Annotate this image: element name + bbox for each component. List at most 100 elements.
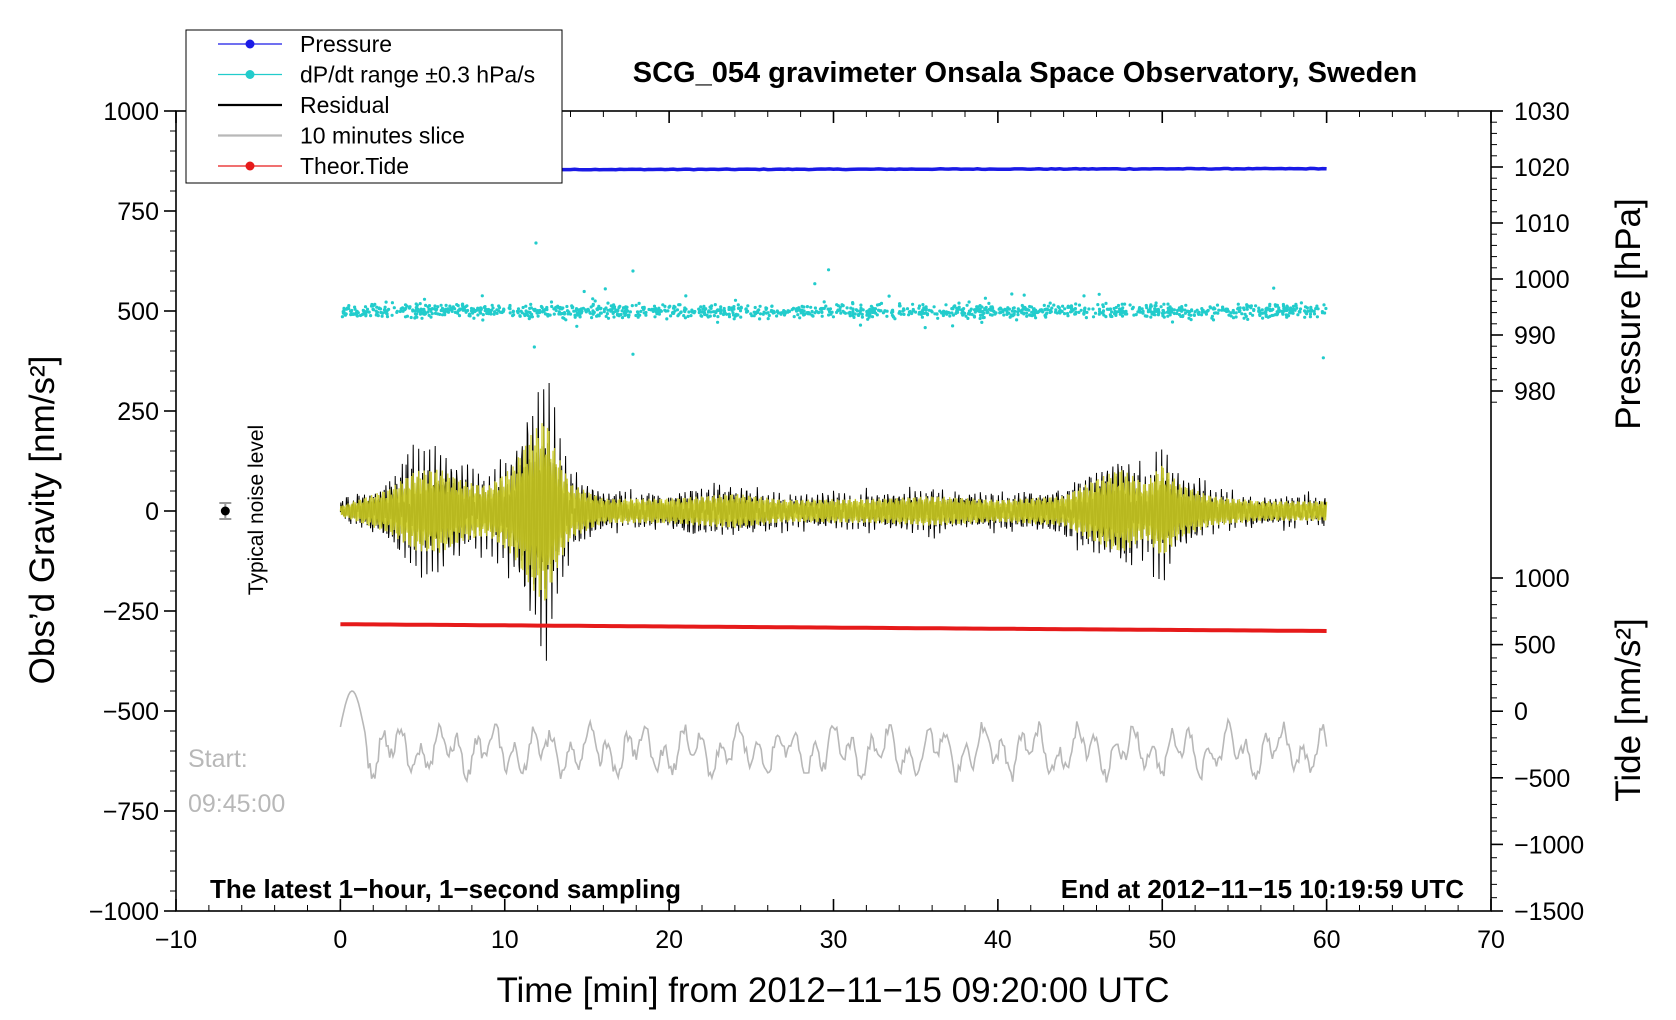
dpdt-point: [887, 294, 891, 298]
dpdt-point: [1044, 315, 1048, 319]
dpdt-point: [420, 310, 424, 315]
dpdt-point: [573, 313, 577, 317]
dpdt-point: [749, 312, 753, 316]
dpdt-point: [883, 309, 887, 313]
dpdt-point: [736, 303, 740, 307]
dpdt-point: [1165, 310, 1169, 314]
dpdt-point: [1022, 307, 1026, 311]
dpdt-point: [663, 304, 667, 308]
dpdt-point: [1242, 306, 1246, 310]
dpdt-point: [732, 317, 736, 321]
dpdt-point: [1042, 303, 1046, 307]
start-time: 09:45:00: [188, 790, 285, 818]
dpdt-point: [401, 306, 405, 310]
noise-marker: [219, 502, 232, 520]
dpdt-point: [736, 306, 741, 310]
dpdt-point: [1077, 310, 1081, 314]
dpdt-point: [473, 309, 477, 314]
dpdt-point: [921, 309, 925, 313]
dpdt-point: [1116, 303, 1121, 308]
dpdt-point: [618, 304, 622, 308]
dpdt-point: [998, 311, 1002, 315]
dpdt-point: [638, 313, 642, 317]
dpdt-point: [865, 309, 869, 314]
dpdt-point: [1281, 311, 1285, 315]
dpdt-point: [732, 307, 736, 311]
dpdt-point: [495, 311, 499, 315]
pressure-tick-label: 1020: [1514, 154, 1570, 182]
dpdt-point: [466, 308, 470, 313]
dpdt-point: [873, 307, 878, 311]
dpdt-point: [1260, 308, 1264, 312]
dpdt-point: [481, 318, 485, 322]
dpdt-point: [1281, 302, 1285, 307]
theoretical-tide-line: [340, 622, 1327, 633]
dpdt-point: [603, 287, 607, 291]
dpdt-point: [1157, 311, 1161, 315]
dpdt-point: [1245, 303, 1249, 307]
dpdt-point: [1123, 312, 1127, 316]
dpdt-point: [1162, 311, 1166, 315]
legend-label: Theor.Tide: [300, 153, 409, 179]
dpdt-point: [764, 306, 768, 310]
dpdt-point: [628, 310, 633, 314]
dpdt-point: [578, 315, 582, 319]
dpdt-point: [991, 309, 996, 313]
dpdt-point: [463, 308, 467, 312]
dpdt-point: [805, 305, 810, 309]
dpdt-point: [340, 315, 344, 319]
dpdt-point: [1296, 313, 1300, 317]
dpdt-point: [709, 306, 713, 310]
dpdt-point: [682, 314, 686, 318]
dpdt-point: [731, 313, 736, 317]
dpdt-point: [1244, 314, 1248, 318]
dpdt-point: [528, 306, 532, 310]
dpdt-point: [1050, 306, 1054, 310]
dpdt-point: [905, 307, 910, 311]
dpdt-point: [709, 310, 713, 314]
dpdt-point: [811, 314, 815, 318]
dpdt-point: [1062, 312, 1067, 316]
dpdt-point: [826, 307, 830, 311]
dpdt-point: [1043, 308, 1047, 312]
dpdt-point: [1149, 310, 1153, 314]
dpdt-point: [440, 313, 445, 317]
x-tick-label: −10: [155, 926, 197, 954]
dpdt-outlier: [532, 345, 536, 349]
dpdt-point: [1291, 304, 1296, 308]
dpdt-point: [1060, 309, 1064, 313]
dpdt-point: [483, 305, 487, 309]
dpdt-point: [669, 314, 673, 318]
dpdt-point: [911, 309, 916, 313]
dpdt-point: [602, 310, 606, 314]
dpdt-point: [972, 314, 976, 318]
dpdt-point: [588, 311, 592, 315]
dpdt-point: [1187, 312, 1191, 317]
dpdt-point: [1226, 309, 1230, 313]
dpdt-point: [1063, 307, 1067, 311]
x-axis-label: Time [min] from 2012−11−15 09:20:00 UTC: [496, 971, 1169, 1010]
dpdt-point: [438, 312, 442, 316]
dpdt-point: [1140, 307, 1144, 311]
dpdt-point: [1246, 317, 1250, 321]
dpdt-point: [457, 308, 462, 312]
dpdt-point: [604, 314, 608, 318]
dpdt-point: [490, 303, 494, 307]
dpdt-point: [991, 306, 995, 310]
dpdt-point: [1298, 307, 1303, 311]
dpdt-point: [385, 312, 389, 316]
dpdt-point: [639, 309, 643, 313]
dpdt-point: [1192, 313, 1196, 317]
dpdt-point: [405, 314, 409, 318]
dpdt-point: [411, 308, 415, 312]
dpdt-point: [529, 302, 533, 306]
dpdt-point: [623, 313, 627, 317]
dpdt-point: [738, 309, 743, 313]
dpdt-point: [1093, 311, 1098, 315]
tide-tick-label: 500: [1514, 632, 1556, 660]
legend-label: Residual: [300, 92, 390, 118]
dpdt-point: [817, 310, 821, 314]
series-layer: [339, 166, 1328, 784]
dpdt-point: [1162, 302, 1166, 306]
dpdt-point: [739, 305, 743, 309]
